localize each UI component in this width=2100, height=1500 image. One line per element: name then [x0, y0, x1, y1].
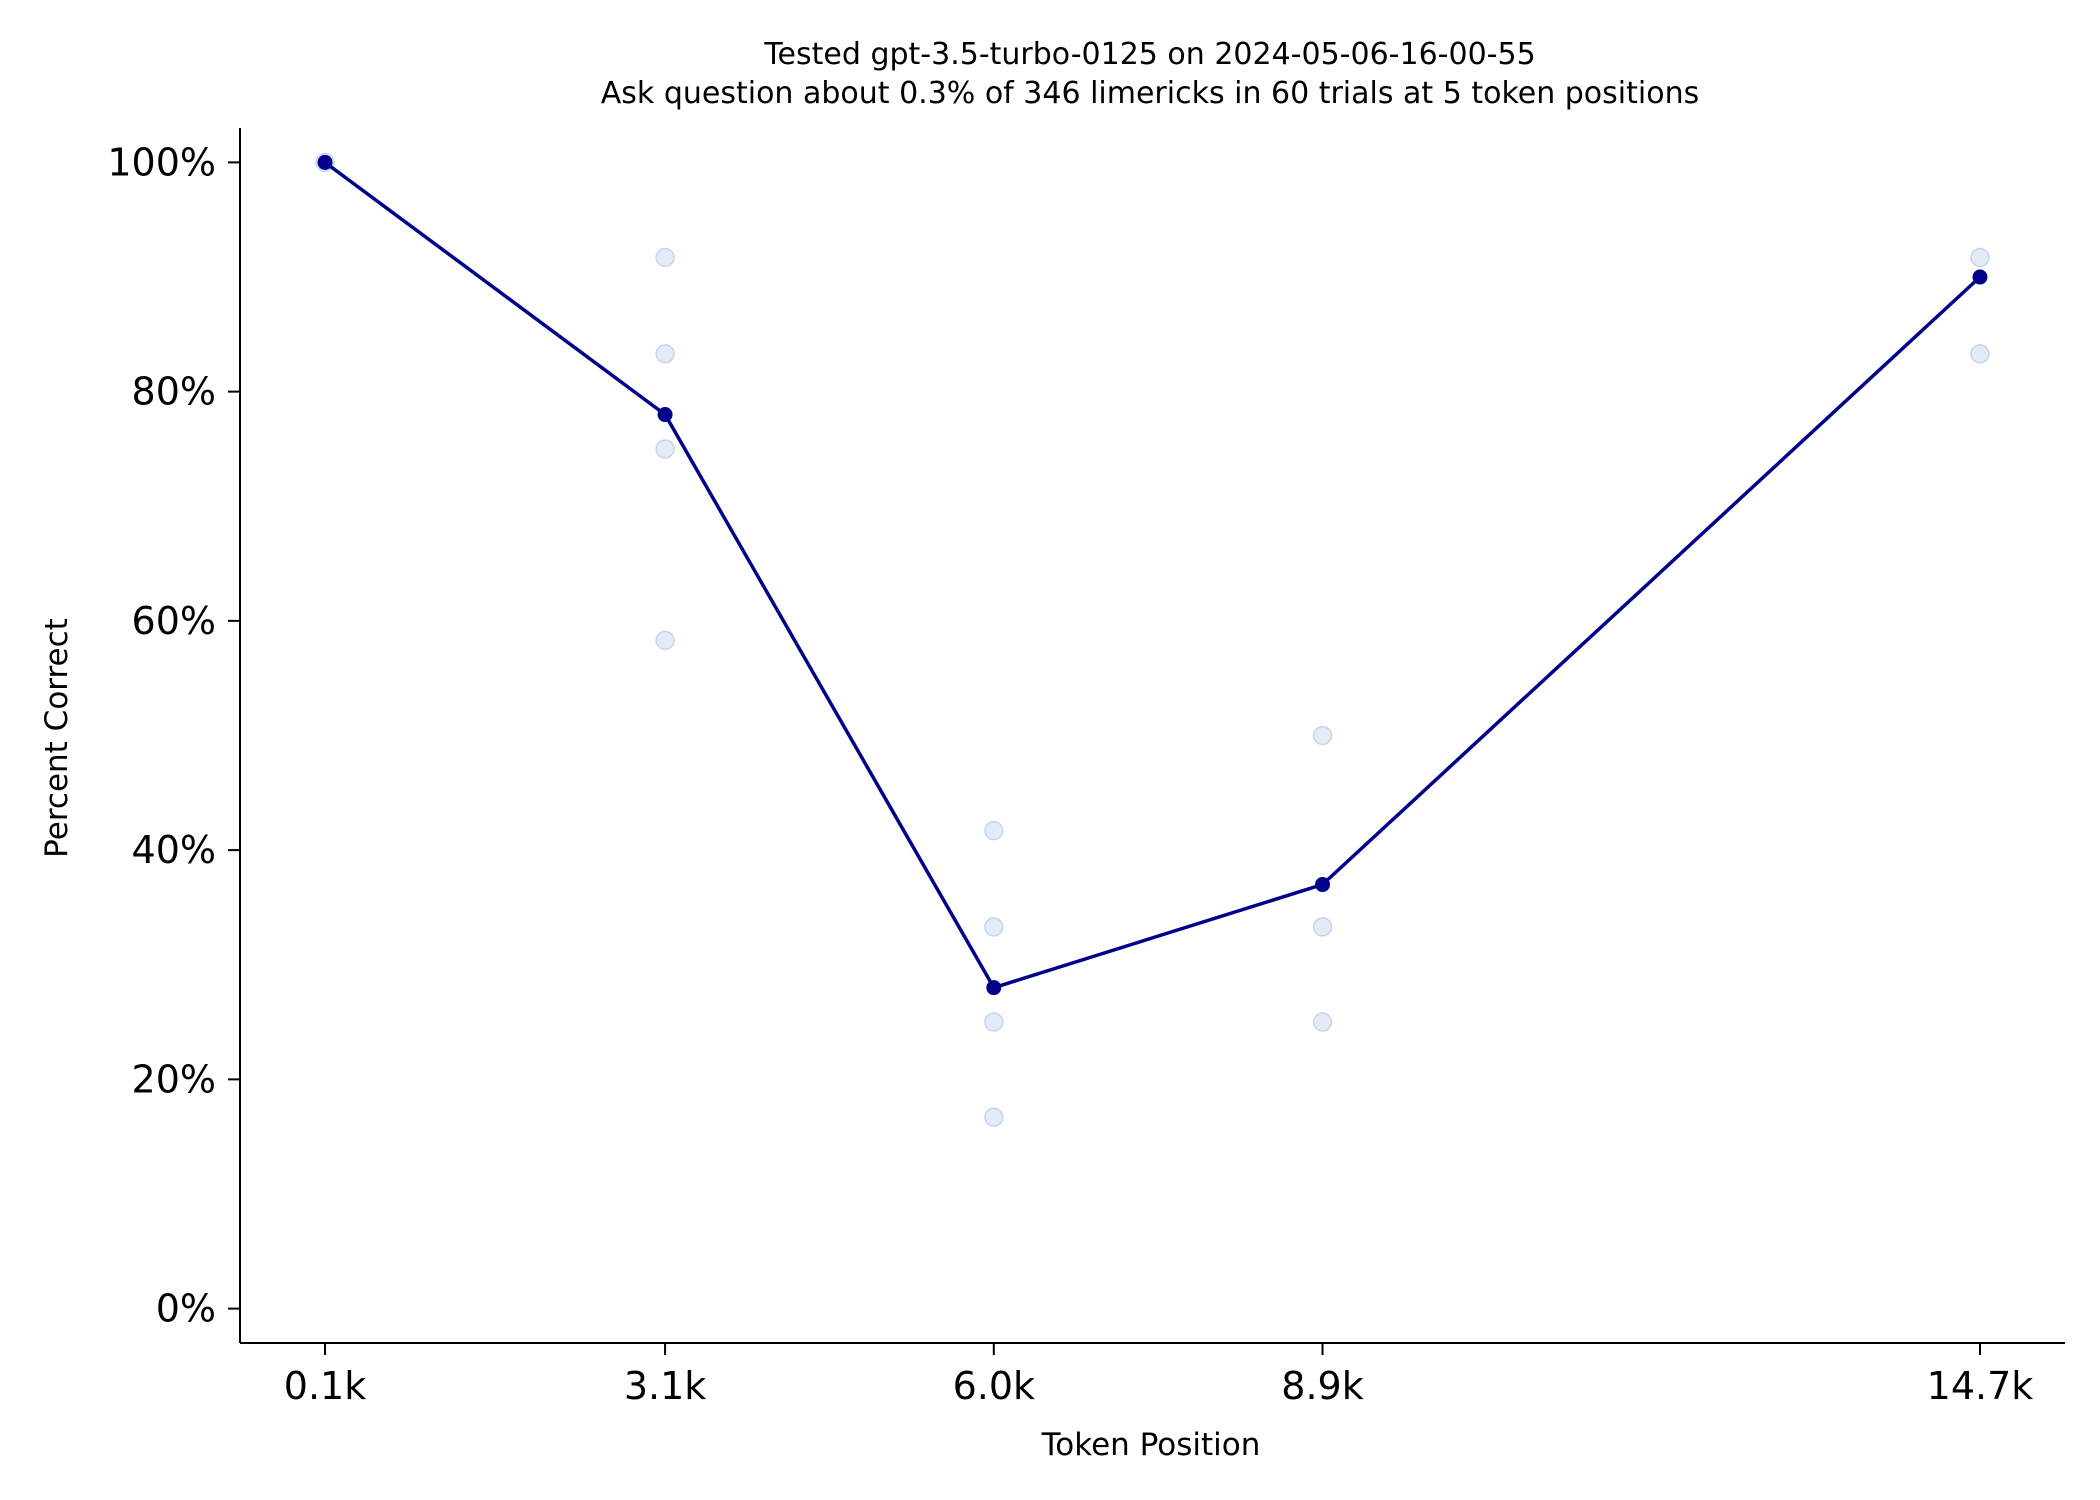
axes [239, 128, 2065, 1344]
chart-subtitle: Ask question about 0.3% of 346 limericks… [601, 76, 1699, 111]
series-point [1315, 877, 1331, 893]
y-tick-label: 20% [132, 1057, 216, 1101]
series [317, 154, 1988, 996]
trial-point [1970, 344, 1990, 364]
trial-point [655, 630, 675, 651]
trial-point [984, 917, 1004, 937]
trial-point [984, 1012, 1004, 1032]
trial-point [1312, 1012, 1333, 1032]
x-axis-label: Token Position [1041, 1427, 1261, 1463]
y-tick-label: 40% [132, 828, 216, 872]
trial-points [315, 152, 1990, 1127]
y-tick-label: 60% [132, 599, 216, 643]
y-tick-label: 0% [156, 1287, 216, 1331]
y-tick-label: 100% [107, 140, 216, 184]
trial-point [1312, 725, 1333, 746]
trial-point [655, 439, 675, 459]
trial-point [655, 247, 675, 268]
chart-title: Tested gpt-3.5-turbo-0125 on 2024-05-06-… [763, 37, 1535, 72]
y-axis-ticks: 0% 20% 40% 60% 80% 100% [107, 140, 240, 1331]
series-point [1972, 269, 1988, 285]
y-tick-label: 80% [132, 370, 216, 414]
series-point [986, 980, 1002, 996]
x-tick-label: 0.1k [284, 1364, 366, 1408]
x-tick-label: 3.1k [624, 1364, 706, 1408]
x-tick-label: 8.9k [1281, 1364, 1363, 1408]
x-axis-ticks: 0.1k 3.1k 6.0k 8.9k 14.7k [284, 1343, 2034, 1408]
x-tick-label: 6.0k [953, 1364, 1035, 1408]
trial-point [984, 1107, 1004, 1127]
series-point [317, 154, 333, 170]
trial-point [655, 344, 675, 364]
trial-point [1312, 917, 1333, 937]
y-axis-label: Percent Correct [39, 618, 75, 858]
trial-point [1970, 247, 1990, 268]
trial-point [984, 820, 1004, 841]
x-tick-label: 14.7k [1927, 1364, 2034, 1408]
series-point [657, 407, 673, 423]
series-line [323, 160, 1982, 990]
